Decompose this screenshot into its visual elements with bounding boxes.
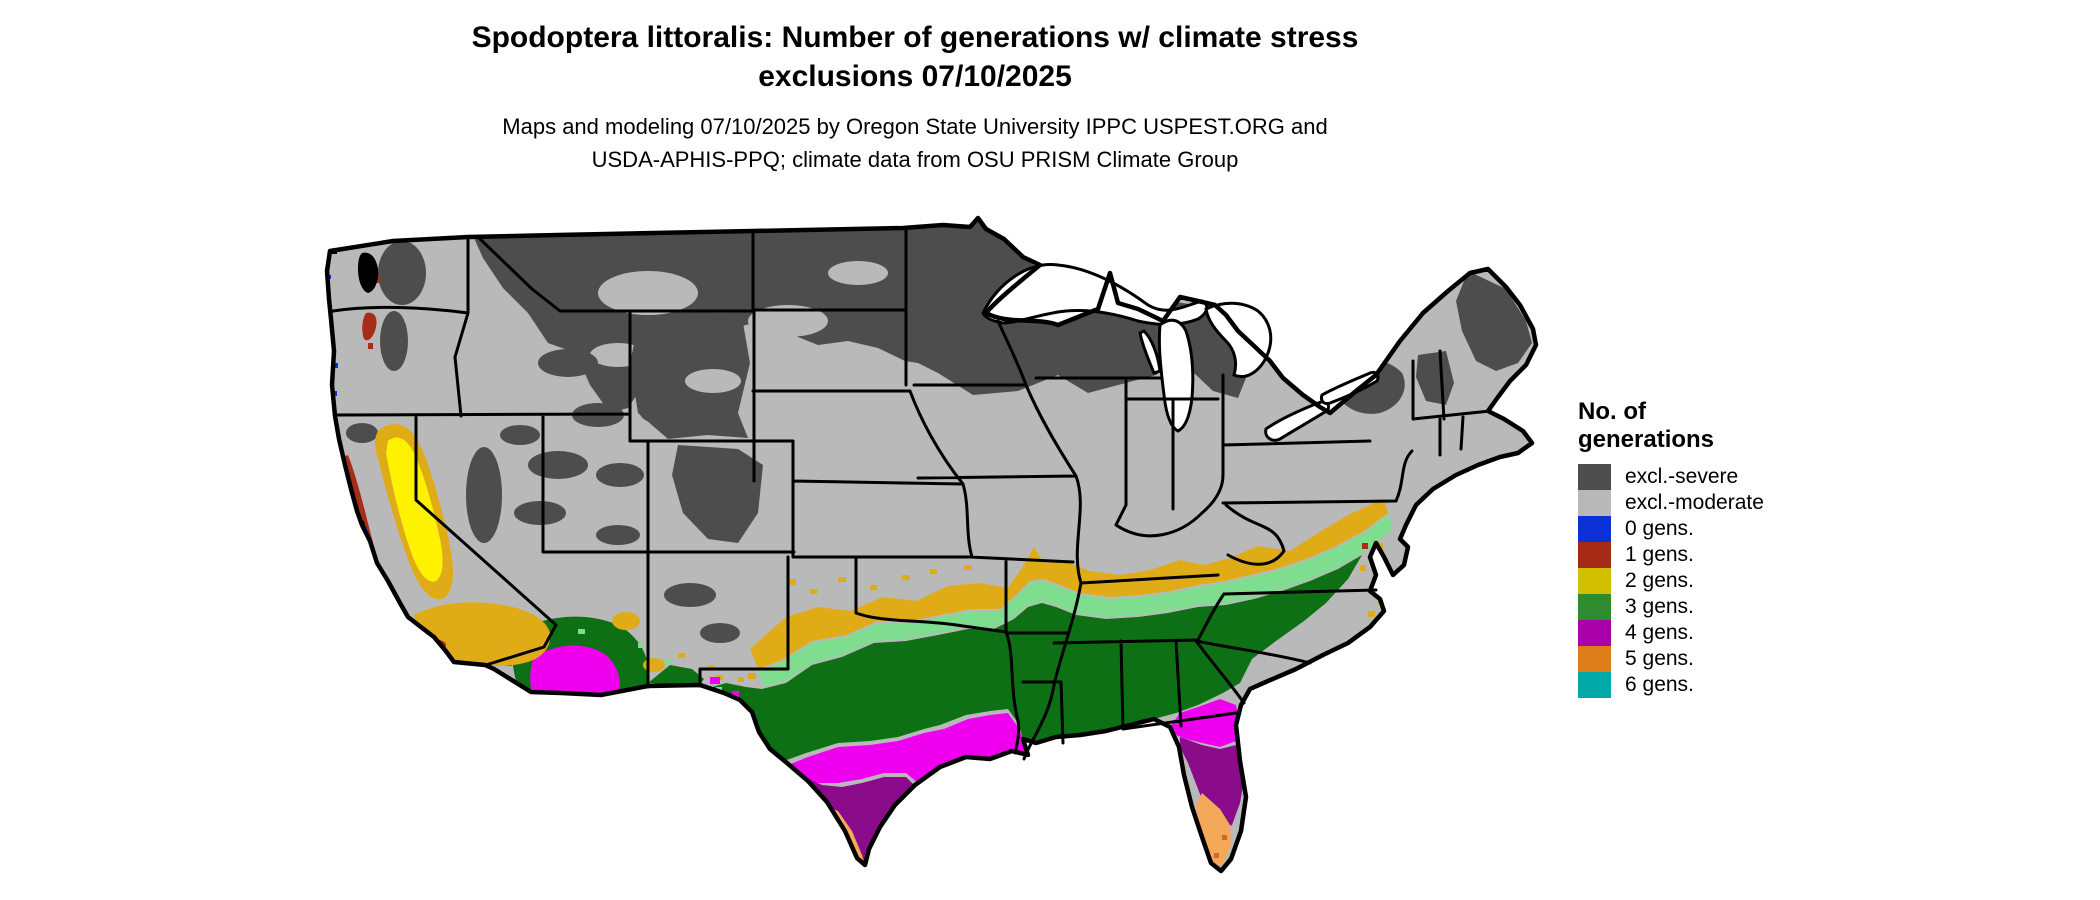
- cyan-florida-keys: [1184, 870, 1189, 871]
- legend-label-3: 1 gens.: [1625, 543, 1694, 566]
- wy-light-patch: [685, 369, 741, 393]
- az-gold-patch-3: [543, 746, 565, 760]
- map-svg: [324, 215, 1539, 874]
- legend-title: No. of generations: [1578, 398, 1918, 454]
- great-lakes: [981, 263, 1380, 442]
- green-nm-bootheel: [648, 665, 704, 687]
- legend-swatch-0: [1578, 464, 1611, 490]
- header: Spodoptera littoralis: Number of generat…: [0, 18, 1830, 176]
- page-title: Spodoptera littoralis: Number of generat…: [0, 18, 1830, 96]
- legend-rows: excl.-severe excl.-moderate 0 gens. 1 gens.…: [1578, 464, 1918, 698]
- legend-swatch-8: [1578, 672, 1611, 698]
- orange-dark-speckles: [836, 835, 1227, 858]
- nm-dark-patch-2: [700, 623, 740, 643]
- ut-dark-patch: [596, 463, 644, 487]
- mt-light-patch-2: [748, 305, 828, 337]
- sierra-patch: [466, 447, 502, 543]
- us-generations-map: [318, 213, 1562, 895]
- excl-severe-maine: [1456, 271, 1532, 371]
- excl-severe-north-band: [470, 219, 1236, 413]
- title-line-2: exclusions 07/10/2025: [758, 60, 1072, 93]
- legend-item-2: 0 gens.: [1578, 516, 1918, 542]
- az-gold-patch-4: [591, 751, 609, 763]
- ut-dark-patch-3: [596, 525, 640, 545]
- band-3gens-light: [758, 515, 1393, 687]
- lake-huron: [1204, 301, 1273, 378]
- orange-south-florida: [1196, 793, 1231, 869]
- ca-coast-brick: [342, 455, 432, 659]
- legend-label-7: 5 gens.: [1625, 647, 1694, 670]
- sca-gold-desert: [414, 602, 551, 666]
- band-3gens-dark: [706, 555, 1362, 761]
- az-gold-patch: [612, 612, 640, 630]
- legend-swatch-5: [1578, 594, 1611, 620]
- state-borders: [331, 226, 1492, 761]
- legend-label-1: excl.-moderate: [1625, 491, 1764, 514]
- nv-dark-patch-5: [514, 501, 566, 525]
- legend-item-6: 4 gens.: [1578, 620, 1918, 646]
- green-bay: [1138, 329, 1162, 375]
- nv-dark-patch-3: [528, 451, 588, 479]
- nv-dark-patch-4: [500, 425, 540, 445]
- nca-dark-patch: [346, 423, 378, 443]
- legend-swatch-1: [1578, 490, 1611, 516]
- lake-michigan: [1157, 318, 1195, 433]
- legend-swatch-2: [1578, 516, 1611, 542]
- legend-item-5: 3 gens.: [1578, 594, 1918, 620]
- ca-valley-yellow: [386, 437, 443, 582]
- page-subtitle: Maps and modeling 07/10/2025 by Oregon S…: [0, 110, 1830, 176]
- legend-label-2: 0 gens.: [1625, 517, 1694, 540]
- raster-overlays: [327, 219, 1532, 871]
- legend-label-5: 3 gens.: [1625, 595, 1694, 618]
- legend-label-0: excl.-severe: [1625, 465, 1739, 488]
- legend-swatch-7: [1578, 646, 1611, 672]
- or-cascades-patch: [380, 311, 408, 371]
- legend-title-line-1: No. of: [1578, 398, 1646, 425]
- subtitle-line-2: USDA-APHIS-PPQ; climate data from OSU PR…: [591, 147, 1239, 172]
- magenta-gulf-band: [770, 713, 1028, 783]
- legend-item-8: 6 gens.: [1578, 672, 1918, 698]
- magenta-north-florida: [1170, 699, 1240, 747]
- band-2gens-gold: [750, 499, 1388, 669]
- az-gold-patch-2: [643, 658, 665, 672]
- title-line-1: Spodoptera littoralis: Number of generat…: [471, 21, 1359, 54]
- purple-central-florida: [1180, 737, 1244, 829]
- legend-item-7: 5 gens.: [1578, 646, 1918, 672]
- legend: No. of generations excl.-severe excl.-mod…: [1578, 398, 1918, 698]
- legend-label-6: 4 gens.: [1625, 621, 1694, 644]
- lake-ontario: [1320, 371, 1380, 405]
- legend-swatch-6: [1578, 620, 1611, 646]
- subtitle-line-1: Maps and modeling 07/10/2025 by Oregon S…: [502, 114, 1328, 139]
- legend-label-4: 2 gens.: [1625, 569, 1694, 592]
- mt-light-patch: [598, 271, 698, 315]
- nv-dark-patch: [538, 349, 598, 377]
- legend-swatch-4: [1578, 568, 1611, 594]
- legend-item-4: 2 gens.: [1578, 568, 1918, 594]
- legend-item-0: excl.-severe: [1578, 464, 1918, 490]
- excl-severe-green-mtns: [1416, 351, 1454, 405]
- nm-dark-patch: [664, 583, 716, 607]
- ut-dark-patch-2: [640, 401, 696, 425]
- legend-swatch-3: [1578, 542, 1611, 568]
- mt-light-patch-3: [828, 261, 888, 285]
- legend-label-8: 6 gens.: [1625, 673, 1694, 696]
- legend-item-1: excl.-moderate: [1578, 490, 1918, 516]
- wa-cascades-patch: [378, 241, 426, 305]
- legend-title-line-2: generations: [1578, 426, 1715, 453]
- us-outline: [324, 215, 1539, 874]
- excl-severe-colorado: [672, 445, 763, 543]
- purple-south-texas: [784, 769, 916, 865]
- legend-item-3: 1 gens.: [1578, 542, 1918, 568]
